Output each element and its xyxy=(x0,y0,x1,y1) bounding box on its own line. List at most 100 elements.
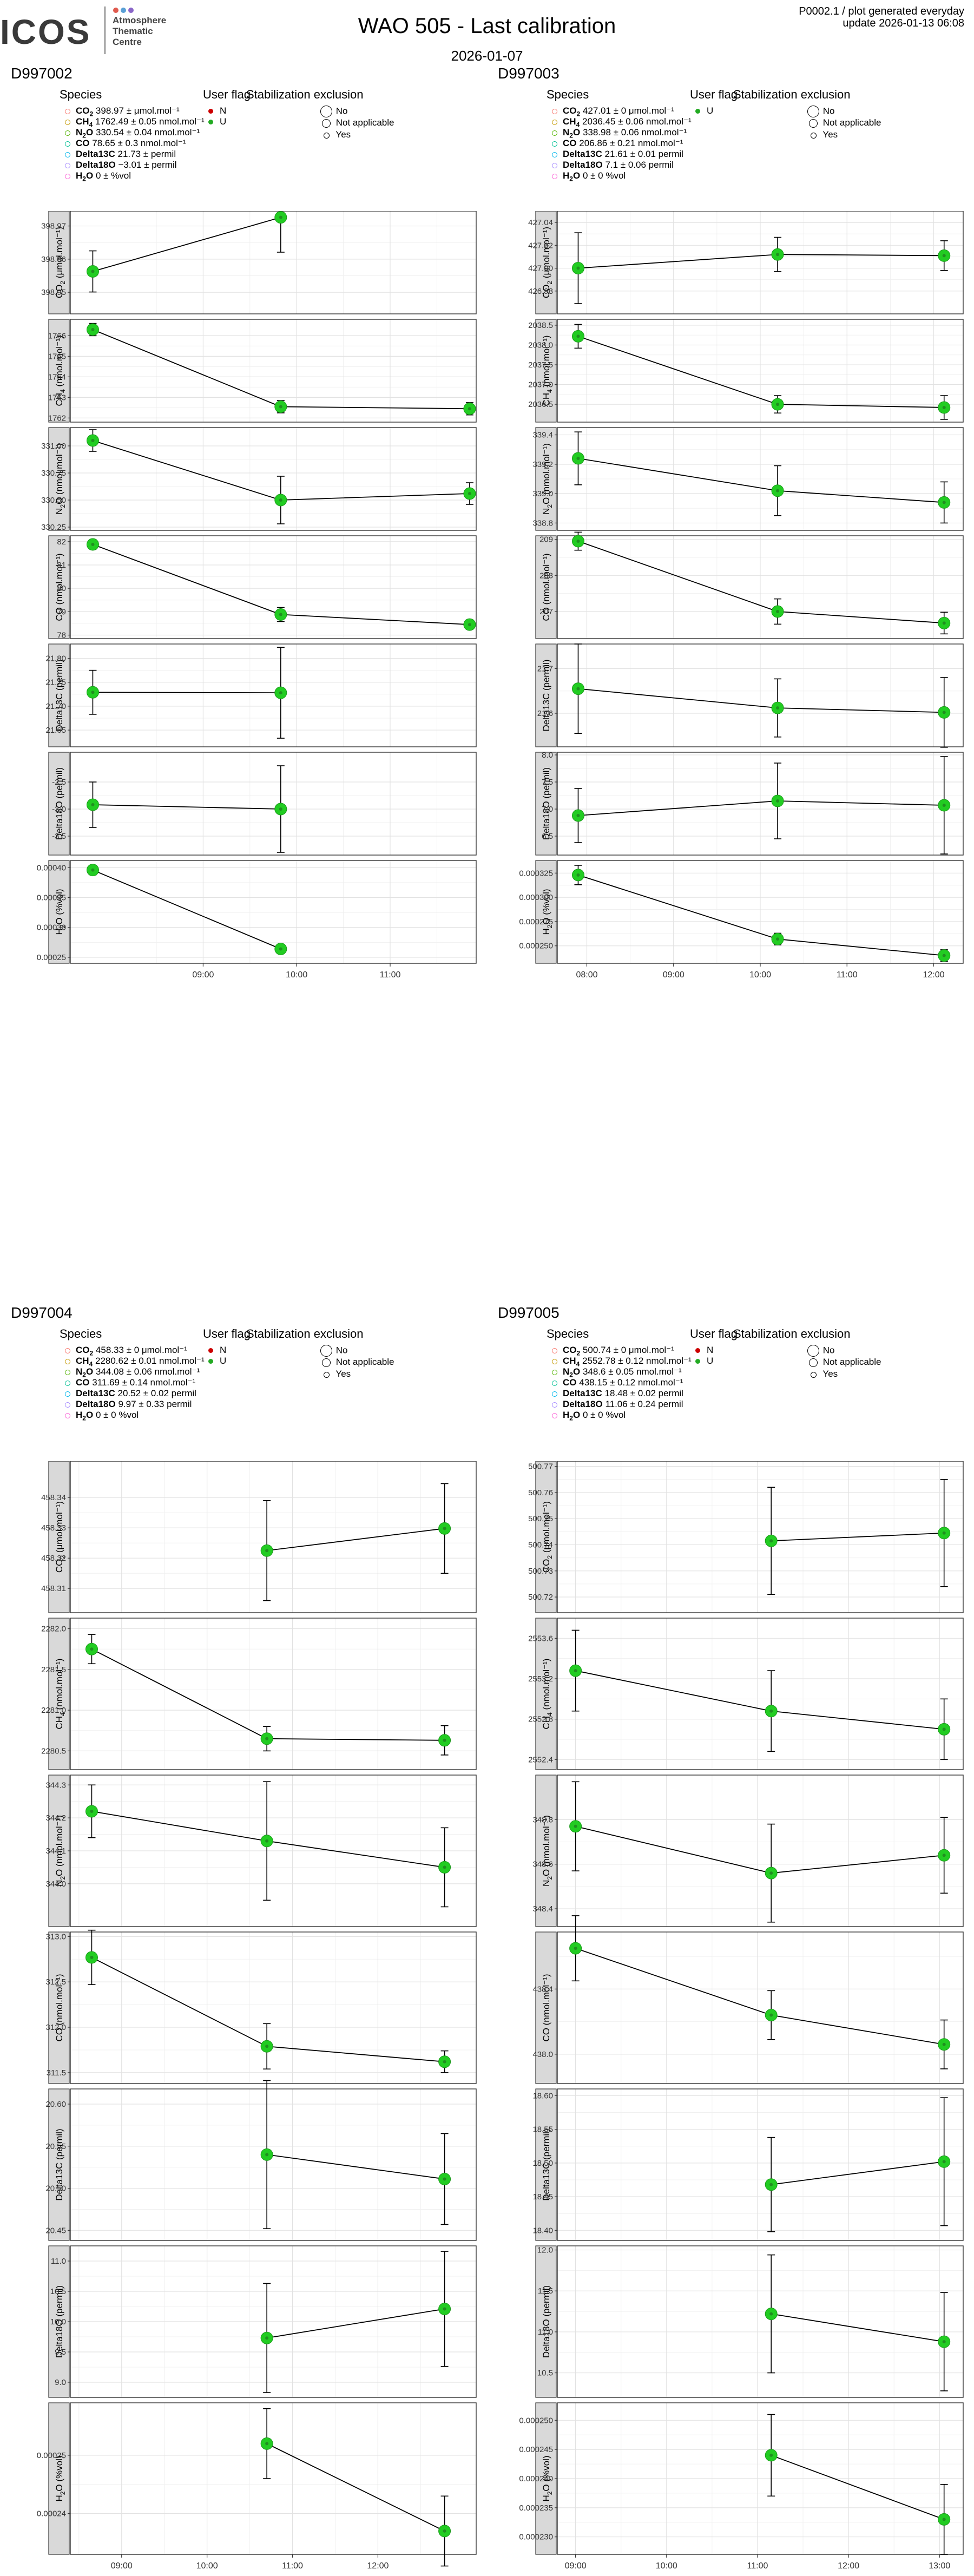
icos-logo-text: ICOS xyxy=(0,12,91,51)
y-tick-label: 21.80 xyxy=(45,654,66,663)
plot-background xyxy=(70,2403,476,2554)
legend-header-user-flag: User flag xyxy=(690,88,738,101)
panel-strip xyxy=(535,2245,557,2398)
stabilization-ring-icon xyxy=(322,119,331,128)
y-axis-label: N2O (nmol.mol⁻¹) xyxy=(54,1815,67,1887)
data-point-flag xyxy=(776,403,780,406)
y-tick-label: 2553.6 xyxy=(528,1634,553,1643)
species-ring-icon xyxy=(65,119,70,125)
species-ring-icon xyxy=(65,173,70,179)
y-tick-label: 18.50 xyxy=(532,2159,553,2168)
panel-border xyxy=(70,752,477,856)
y-tick-label: 312.5 xyxy=(45,1977,66,1987)
data-point-flag xyxy=(576,334,580,338)
plot-background xyxy=(70,2089,476,2240)
y-tick-label: 0.000325 xyxy=(519,869,553,878)
y-axis-label: H2O (%vol) xyxy=(54,2455,67,2501)
panel-border xyxy=(557,1775,964,1927)
y-axis-label: Delta18O (permil) xyxy=(54,2285,64,2358)
panel-strip xyxy=(535,1775,557,1927)
plot-background xyxy=(70,428,476,530)
panel-6: Delta18O (permil) 10.5 11.0 11.5 12.0 xyxy=(535,2245,964,2398)
data-point-flag xyxy=(91,803,95,806)
y-tick-label: 427.00 xyxy=(528,264,553,273)
panel-strip xyxy=(535,752,557,856)
panel-border xyxy=(70,2402,477,2555)
y-tick-label: 2038.0 xyxy=(528,341,553,350)
x-tick-label: 10:00 xyxy=(196,2561,218,2571)
y-tick-label: 1763 xyxy=(48,393,66,402)
y-tick-label: 2037.0 xyxy=(528,380,553,390)
data-point-flag xyxy=(91,868,95,872)
y-tick-label: 458.31 xyxy=(41,1584,66,1593)
legend-species-value: 18.48 ± 0.02 permil xyxy=(604,1388,683,1398)
panel-3: N2O (nmol.mol⁻¹)344.0 344.1 344.2 344.3 xyxy=(45,1775,477,1927)
panel-1: CO2 (μmol.mol⁻¹)426.98 427.00 427.02 427.04 xyxy=(528,211,964,314)
data-point-flag xyxy=(769,2013,773,2017)
legend-stabilization-label: No xyxy=(822,1345,835,1356)
panel-border xyxy=(557,211,964,314)
legend-species-value: 2280.62 ± 0.01 nmol.mol⁻¹ xyxy=(95,1356,205,1366)
y-tick-label: 2280.5 xyxy=(41,1746,66,1756)
stabilization-ring-icon xyxy=(320,1345,332,1357)
species-ring-icon xyxy=(552,1380,557,1386)
panel-7: H2O (%vol) 0.00025 0.00030 0.00035 0.00040 09… xyxy=(37,860,477,980)
y-tick-label: 339.2 xyxy=(532,460,553,469)
legend-stabilization-label: Not applicable xyxy=(335,117,394,128)
data-point-flag xyxy=(942,2042,946,2046)
panel-border xyxy=(70,1461,477,1613)
panel-4: CO (nmol.mol⁻¹) 438.0 438.4 xyxy=(532,1915,964,2084)
data-point-flag xyxy=(776,253,780,257)
legend-species-value: 21.73 ± permil xyxy=(117,149,176,159)
legend-species-value: 330.54 ± 0.04 nmol.mol⁻¹ xyxy=(95,127,200,137)
species-ring-icon xyxy=(65,1391,70,1397)
y-tick-label: 458.34 xyxy=(41,1493,66,1502)
y-tick-label: 312.0 xyxy=(45,2023,66,2032)
flag-dot-icon xyxy=(208,120,213,125)
legend-stabilization-label: No xyxy=(335,1345,348,1356)
y-tick-label: 21.6 xyxy=(537,709,553,718)
legend-stabilization-item: No xyxy=(319,1345,348,1357)
data-point-flag xyxy=(265,1737,269,1740)
species-ring-icon xyxy=(65,162,70,168)
station-chart: CO2 (μmol.mol⁻¹)398.95 398.96 398.97 CH4 (n… xyxy=(37,211,477,980)
panel-4: CO (nmol.mol⁻¹) 78 79 80 81 82 xyxy=(48,535,477,640)
logo-divider xyxy=(104,6,106,54)
legend-flag-label: N xyxy=(220,106,227,116)
panel-border xyxy=(70,1618,477,1770)
panel-border xyxy=(557,535,964,639)
data-point-flag xyxy=(279,215,282,219)
x-tick-label: 09:00 xyxy=(111,2561,133,2571)
panel-border xyxy=(70,2088,477,2241)
y-tick-label: -3.5 xyxy=(52,832,66,841)
legend-stabilization-label: No xyxy=(335,106,348,116)
y-tick-label: 21.65 xyxy=(45,726,66,735)
y-tick-label: 500.73 xyxy=(528,1567,553,1576)
species-ring-icon xyxy=(552,162,557,168)
panel-5: Delta13C (permil)21.6 21.7 xyxy=(535,643,964,748)
y-tick-label: 0.00024 xyxy=(37,2509,66,2519)
legend-header-species: Species xyxy=(60,1327,102,1340)
legend-species-value: 0 ± 0 %vol xyxy=(582,1410,626,1420)
panel-border xyxy=(70,2245,477,2398)
data-point-flag xyxy=(574,1947,577,1950)
legend-flag-label: U xyxy=(220,116,227,127)
data-point-flag xyxy=(942,621,946,625)
y-tick-label: 7.0 xyxy=(542,805,553,814)
y-tick-label: 0.00035 xyxy=(37,893,66,902)
y-tick-label: 338.8 xyxy=(532,518,553,528)
y-tick-label: 426.98 xyxy=(528,287,553,296)
species-ring-icon xyxy=(65,1412,70,1418)
legend-species-ch4: CH4 1762.49 ± 0.05 nmol.mol⁻¹ xyxy=(65,116,205,128)
panel-strip xyxy=(48,1461,70,1613)
legend-species-delta13c: Delta13C 21.73 ± permil xyxy=(65,149,176,160)
data-point-flag xyxy=(90,1809,94,1813)
panel-border xyxy=(557,1618,964,1770)
data-point-flag xyxy=(279,498,282,502)
data-point-flag xyxy=(265,2442,269,2446)
panel-border xyxy=(70,211,477,314)
legend-flag-n: N xyxy=(208,1345,226,1356)
plot-background xyxy=(70,644,476,747)
y-tick-label: 21.70 xyxy=(45,702,66,711)
y-tick-label: 427.04 xyxy=(528,218,553,227)
